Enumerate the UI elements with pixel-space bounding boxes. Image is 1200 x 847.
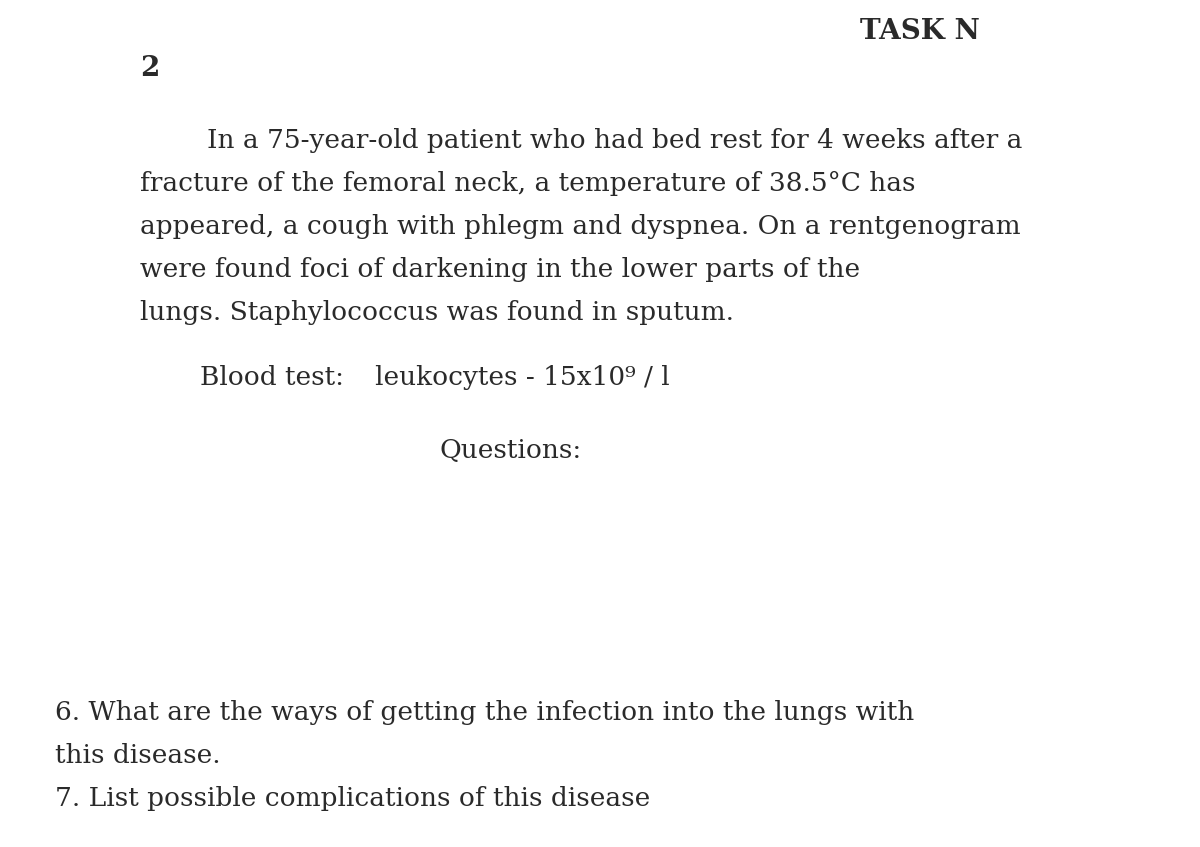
Text: Blood test:: Blood test: bbox=[200, 365, 344, 390]
Text: appeared, a cough with phlegm and dyspnea. On a rentgenogram: appeared, a cough with phlegm and dyspne… bbox=[140, 214, 1021, 239]
Text: 7. List possible complications of this disease: 7. List possible complications of this d… bbox=[55, 786, 650, 811]
Text: fracture of the femoral neck, a temperature of 38.5°C has: fracture of the femoral neck, a temperat… bbox=[140, 171, 916, 196]
Text: TASK N: TASK N bbox=[860, 18, 980, 45]
Text: were found foci of darkening in the lower parts of the: were found foci of darkening in the lowe… bbox=[140, 257, 860, 282]
Text: 2: 2 bbox=[140, 55, 160, 82]
Text: 6. What are the ways of getting the infection into the lungs with: 6. What are the ways of getting the infe… bbox=[55, 700, 914, 725]
Text: lungs. Staphylococcus was found in sputum.: lungs. Staphylococcus was found in sputu… bbox=[140, 300, 734, 325]
Text: leukocytes - 15x10⁹ / l: leukocytes - 15x10⁹ / l bbox=[350, 365, 670, 390]
Text: Questions:: Questions: bbox=[440, 438, 582, 463]
Text: In a 75-year-old patient who had bed rest for 4 weeks after a: In a 75-year-old patient who had bed res… bbox=[140, 128, 1022, 153]
Text: this disease.: this disease. bbox=[55, 743, 221, 768]
